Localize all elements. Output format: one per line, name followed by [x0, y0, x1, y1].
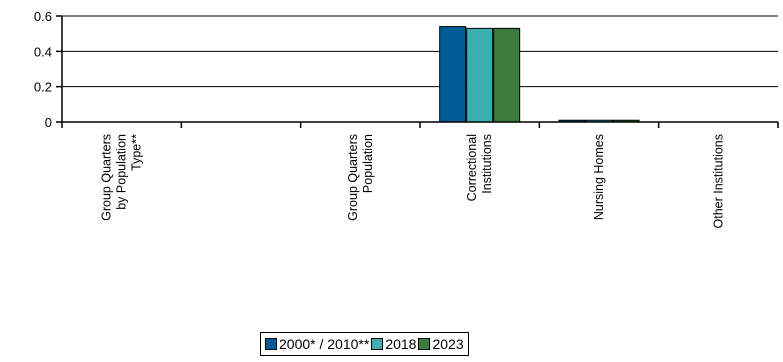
x-category-label: Institutions — [480, 134, 494, 194]
x-category-label: Nursing Homes — [592, 134, 606, 220]
legend-label: 2023 — [432, 336, 464, 352]
legend-swatch — [371, 338, 384, 350]
x-category-label: Correctional — [465, 134, 479, 201]
x-category-label: Other Institutions — [711, 134, 725, 229]
bar — [493, 27, 521, 123]
legend-label: 2018 — [385, 336, 417, 352]
chart: 00.20.40.6 Group Quarters by Population Ty… — [34, 9, 779, 229]
y-tick-labels: 0 0.2 0.4 0.6 — [34, 9, 52, 130]
legend: 2000* / 2010** 2018 2023 — [260, 332, 469, 356]
legend-swatch — [418, 338, 431, 350]
y-tick-label: 0 — [45, 115, 52, 130]
legend-item-2000-2010: 2000* / 2010** — [265, 336, 369, 352]
legend-item-2018: 2018 — [371, 336, 416, 352]
legend-swatch — [265, 338, 277, 350]
x-category-label: Type** — [130, 134, 144, 171]
y-tick-label: 0.4 — [34, 44, 52, 59]
legend-item-2023: 2023 — [418, 336, 464, 352]
y-tick-label: 0.2 — [34, 80, 52, 95]
x-category-label: Group Quarters — [346, 134, 360, 221]
bar — [439, 26, 467, 123]
x-category-label: Group Quarters — [100, 134, 114, 221]
bar — [466, 27, 494, 123]
bars — [439, 26, 640, 123]
x-category-label: by Population — [115, 134, 129, 210]
x-category-label: Population — [361, 134, 375, 193]
gridlines — [62, 15, 778, 88]
y-tick-label: 0.6 — [34, 9, 52, 24]
legend-label: 2000* / 2010** — [279, 336, 370, 352]
x-category-labels: Group Quarters by Population Type** Group Q… — [100, 134, 726, 229]
axes — [56, 15, 779, 128]
